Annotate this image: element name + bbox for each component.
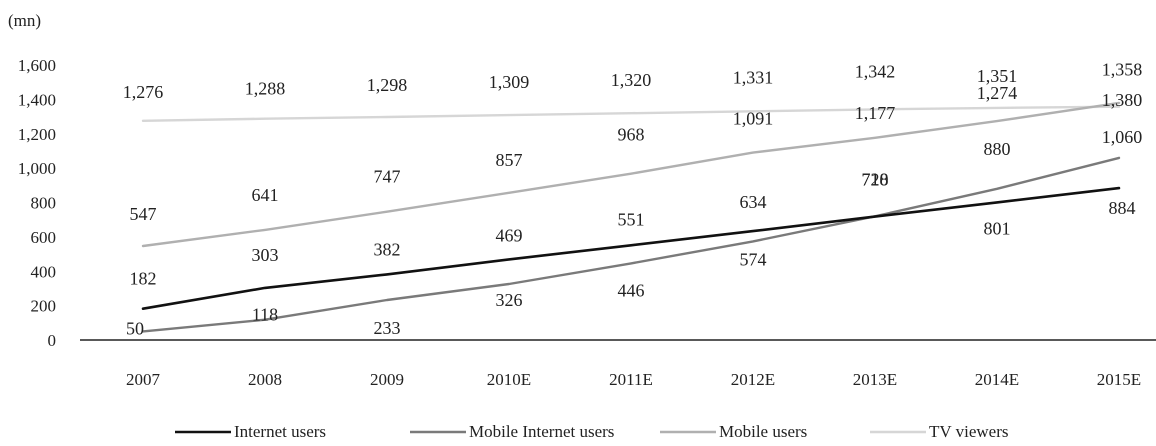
- data-label: 718: [862, 170, 889, 190]
- data-label: 1,288: [245, 79, 286, 99]
- data-label: 1,351: [977, 66, 1018, 86]
- data-label: 634: [740, 192, 767, 212]
- data-label: 118: [252, 305, 278, 325]
- x-tick-label: 2014E: [975, 370, 1019, 389]
- x-tick-label: 2010E: [487, 370, 531, 389]
- x-tick-label: 2007: [126, 370, 161, 389]
- data-label: 1,276: [123, 82, 164, 102]
- data-label: 1,358: [1102, 60, 1143, 80]
- data-label: 326: [496, 290, 523, 310]
- x-tick-label: 2011E: [609, 370, 653, 389]
- y-tick-label: 200: [31, 297, 57, 316]
- data-label: 574: [740, 249, 767, 269]
- legend: Internet users Mobile Internet users Mobil…: [175, 422, 1008, 441]
- data-label: 1,177: [855, 103, 896, 123]
- data-label: 880: [984, 139, 1011, 159]
- data-label: 469: [496, 225, 523, 245]
- series-line-mobile-internet-users: [141, 156, 1121, 333]
- data-label: 50: [126, 318, 144, 338]
- y-tick-label: 400: [31, 262, 57, 281]
- data-label: 1,060: [1102, 127, 1143, 147]
- series-lines: [141, 101, 1121, 333]
- series-line-tv-viewers: [141, 105, 1121, 123]
- series-line-mobile-users: [141, 101, 1121, 248]
- y-tick-label: 0: [48, 331, 57, 350]
- data-label: 551: [618, 209, 645, 229]
- legend-label: Internet users: [234, 422, 326, 441]
- legend-item-tv-viewers: TV viewers: [870, 422, 1008, 441]
- data-label: 641: [252, 185, 279, 205]
- legend-item-mobile-users: Mobile users: [660, 422, 807, 441]
- x-tick-label: 2015E: [1097, 370, 1141, 389]
- data-label: 382: [374, 239, 401, 259]
- data-label: 303: [252, 245, 279, 265]
- y-tick-label: 1,400: [18, 90, 56, 109]
- data-label: 857: [496, 150, 523, 170]
- x-tick-label: 2013E: [853, 370, 897, 389]
- x-tick-label: 2009: [370, 370, 404, 389]
- data-label: 547: [130, 204, 157, 224]
- legend-label: TV viewers: [929, 422, 1008, 441]
- data-label: 1,380: [1102, 90, 1143, 110]
- y-tick-label: 1,200: [18, 125, 56, 144]
- x-tick-label: 2008: [248, 370, 282, 389]
- y-axis: 0 200 400 600 800 1,000 1,200 1,400 1,600: [18, 56, 56, 350]
- data-label: 182: [130, 269, 157, 289]
- legend-item-mobile-internet-users: Mobile Internet users: [410, 422, 614, 441]
- legend-label: Mobile users: [719, 422, 807, 441]
- data-label: 1,091: [733, 109, 774, 129]
- unit-label: (mn): [8, 11, 41, 30]
- data-label: 720: [862, 169, 889, 189]
- data-label: 1,298: [367, 75, 408, 95]
- data-label: 1,331: [733, 67, 774, 87]
- y-tick-label: 600: [31, 228, 57, 247]
- x-axis: 2007 2008 2009 2010E 2011E 2012E 2013E 2014E 201…: [126, 370, 1141, 389]
- data-label: 968: [618, 125, 645, 145]
- data-label: 1,342: [855, 61, 896, 81]
- y-tick-label: 1,000: [18, 159, 56, 178]
- data-label: 1,320: [611, 70, 652, 90]
- legend-label: Mobile Internet users: [469, 422, 614, 441]
- data-label: 747: [374, 167, 401, 187]
- y-tick-label: 800: [31, 194, 57, 213]
- data-label: 1,274: [977, 83, 1018, 103]
- data-label: 884: [1109, 198, 1136, 218]
- y-tick-label: 1,600: [18, 56, 56, 75]
- data-labels: 182 303 382 469 551 634 718 801 884 50 118 233 326 44…: [123, 60, 1143, 339]
- x-tick-label: 2012E: [731, 370, 775, 389]
- series-line-internet-users: [141, 186, 1121, 311]
- data-label: 446: [618, 280, 645, 300]
- data-label: 233: [374, 318, 401, 338]
- legend-item-internet-users: Internet users: [175, 422, 326, 441]
- data-label: 801: [984, 218, 1011, 238]
- data-label: 1,309: [489, 72, 530, 92]
